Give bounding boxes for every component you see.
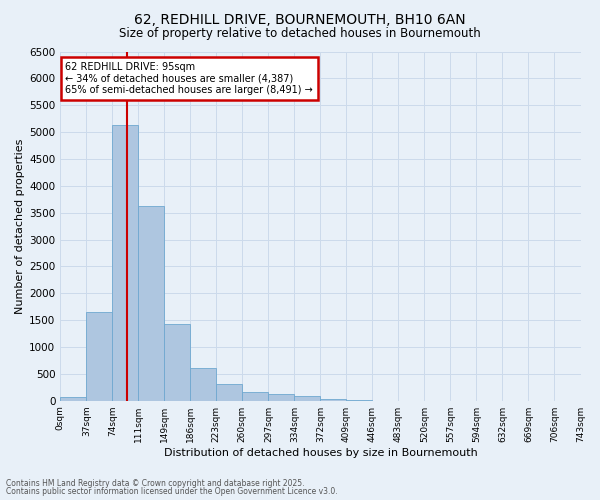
- Bar: [320, 398, 346, 400]
- Bar: [86, 312, 112, 400]
- Text: Contains public sector information licensed under the Open Government Licence v3: Contains public sector information licen…: [6, 487, 338, 496]
- Bar: [268, 394, 295, 400]
- Bar: [190, 368, 217, 400]
- Bar: [139, 206, 164, 400]
- Bar: [112, 125, 139, 400]
- Text: Size of property relative to detached houses in Bournemouth: Size of property relative to detached ho…: [119, 28, 481, 40]
- Bar: [164, 324, 190, 400]
- Bar: [295, 396, 320, 400]
- Text: 62 REDHILL DRIVE: 95sqm
← 34% of detached houses are smaller (4,387)
65% of semi: 62 REDHILL DRIVE: 95sqm ← 34% of detache…: [65, 62, 313, 95]
- Bar: [217, 384, 242, 400]
- Y-axis label: Number of detached properties: Number of detached properties: [15, 138, 25, 314]
- X-axis label: Distribution of detached houses by size in Bournemouth: Distribution of detached houses by size …: [164, 448, 477, 458]
- Text: 62, REDHILL DRIVE, BOURNEMOUTH, BH10 6AN: 62, REDHILL DRIVE, BOURNEMOUTH, BH10 6AN: [134, 12, 466, 26]
- Bar: [242, 392, 268, 400]
- Text: Contains HM Land Registry data © Crown copyright and database right 2025.: Contains HM Land Registry data © Crown c…: [6, 478, 305, 488]
- Bar: [60, 396, 86, 400]
